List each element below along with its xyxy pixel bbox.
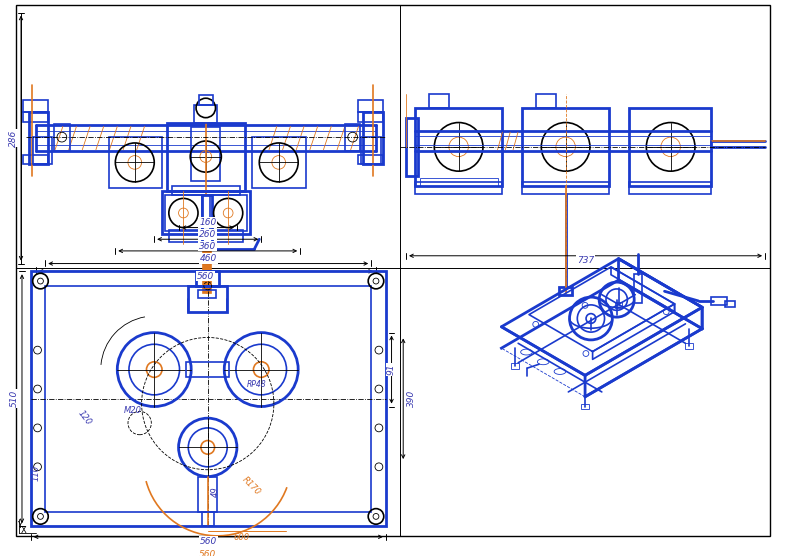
- Text: 390: 390: [407, 390, 415, 408]
- Text: 737: 737: [577, 256, 594, 265]
- Bar: [194, 105, 217, 122]
- Bar: [536, 95, 556, 108]
- Bar: [406, 118, 418, 176]
- Bar: [172, 186, 240, 196]
- Bar: [196, 271, 219, 286]
- Bar: [23, 100, 48, 112]
- Bar: [629, 108, 711, 186]
- Bar: [199, 95, 213, 105]
- Text: 260: 260: [199, 230, 217, 239]
- Text: 460: 460: [199, 254, 217, 263]
- Text: 510: 510: [9, 390, 19, 408]
- Text: 120: 120: [75, 409, 93, 428]
- Bar: [522, 108, 609, 186]
- Bar: [54, 123, 70, 151]
- Text: 560: 560: [197, 272, 214, 281]
- Text: 110: 110: [31, 465, 40, 481]
- Text: M20: M20: [124, 406, 142, 415]
- Bar: [29, 112, 48, 165]
- Bar: [192, 127, 221, 181]
- Bar: [198, 290, 216, 297]
- Bar: [559, 287, 572, 295]
- Bar: [615, 302, 623, 308]
- Bar: [253, 137, 306, 188]
- Text: RP48: RP48: [246, 380, 266, 389]
- Text: 360: 360: [199, 241, 217, 251]
- Bar: [629, 182, 711, 193]
- Text: 286: 286: [9, 130, 18, 147]
- Bar: [685, 343, 692, 349]
- Bar: [23, 155, 48, 165]
- Bar: [186, 362, 229, 378]
- Bar: [203, 244, 210, 292]
- Text: 600: 600: [234, 533, 250, 542]
- Bar: [581, 404, 589, 409]
- Bar: [357, 112, 383, 122]
- Text: 160: 160: [199, 218, 217, 227]
- Bar: [357, 155, 383, 165]
- Text: X: X: [21, 527, 27, 535]
- Bar: [31, 271, 385, 526]
- Bar: [511, 363, 519, 369]
- Text: 91: 91: [387, 364, 396, 375]
- Bar: [363, 112, 383, 165]
- Bar: [162, 191, 250, 235]
- Bar: [33, 137, 52, 165]
- Text: 49: 49: [211, 486, 220, 498]
- Bar: [725, 301, 735, 307]
- Bar: [361, 137, 381, 165]
- Bar: [345, 123, 360, 151]
- Bar: [23, 112, 48, 122]
- Bar: [202, 512, 214, 526]
- Text: 560: 560: [199, 550, 217, 556]
- Bar: [169, 231, 243, 242]
- Bar: [46, 286, 371, 512]
- Text: 560: 560: [199, 537, 217, 546]
- Bar: [202, 196, 212, 249]
- Bar: [165, 195, 202, 231]
- Bar: [415, 182, 502, 193]
- Bar: [198, 476, 217, 512]
- Bar: [415, 108, 502, 186]
- Bar: [420, 178, 498, 186]
- Bar: [429, 95, 449, 108]
- Text: R170: R170: [240, 475, 262, 497]
- Bar: [357, 100, 383, 112]
- Bar: [711, 297, 727, 305]
- Bar: [633, 274, 641, 303]
- Bar: [188, 286, 227, 312]
- Bar: [167, 122, 245, 191]
- Text: Y: Y: [16, 520, 21, 530]
- Bar: [210, 195, 246, 231]
- Bar: [522, 182, 609, 193]
- Bar: [108, 137, 162, 188]
